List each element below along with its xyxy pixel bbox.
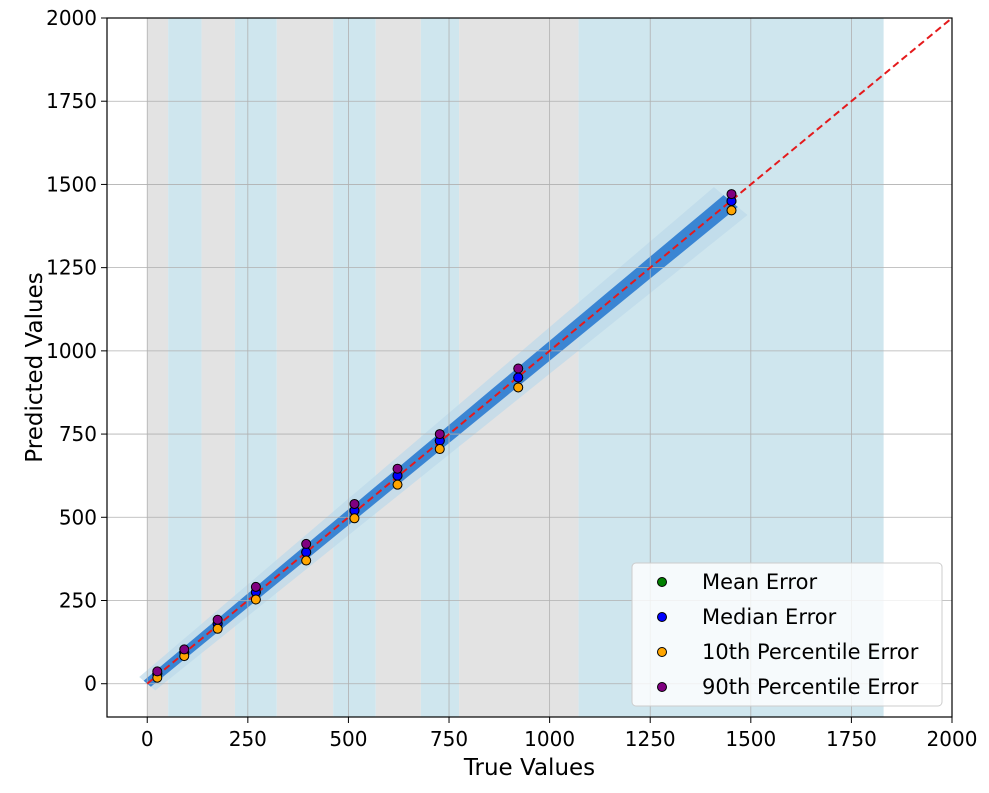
legend-label: 10th Percentile Error <box>702 640 919 664</box>
background-band <box>276 18 334 717</box>
data-point <box>726 205 737 216</box>
data-point <box>349 513 360 524</box>
y-axis-label: Predicted Values <box>22 272 48 462</box>
y-tick-label: 1500 <box>46 172 97 196</box>
data-point <box>349 498 360 509</box>
data-point <box>301 555 312 566</box>
legend-label: Median Error <box>702 605 837 629</box>
x-tick-label: 2000 <box>927 727 978 751</box>
x-tick-label: 1250 <box>625 727 676 751</box>
y-tick-label: 1750 <box>46 89 97 113</box>
x-tick-label: 1000 <box>524 727 575 751</box>
legend-item: 10th Percentile Error <box>657 640 919 664</box>
background-band <box>168 18 202 717</box>
x-tick-label: 1500 <box>725 727 776 751</box>
data-point <box>513 363 524 374</box>
x-tick-label: 750 <box>430 727 468 751</box>
error-points <box>152 189 737 683</box>
x-tick-label: 1750 <box>826 727 877 751</box>
data-point <box>179 644 190 655</box>
legend-item: Mean Error <box>657 570 817 594</box>
legend-marker <box>657 577 667 587</box>
legend-box <box>631 562 943 707</box>
legend: Mean Error Median Error 10th Percentile Er… <box>631 562 943 707</box>
legend-marker <box>657 612 667 622</box>
y-tick-label: 1250 <box>46 256 97 280</box>
legend-item: Median Error <box>657 605 837 629</box>
y-tick-label: 1000 <box>46 339 97 363</box>
y-tick-label: 2000 <box>46 6 97 30</box>
legend-label: 90th Percentile Error <box>702 675 919 699</box>
data-point <box>212 614 223 625</box>
plot-frame <box>106 17 953 718</box>
y-tick-label: 250 <box>59 589 97 613</box>
x-tick-label: 250 <box>229 727 267 751</box>
data-point <box>250 581 261 592</box>
legend-marker <box>657 647 667 657</box>
identity-line <box>146 18 952 685</box>
y-tick-label: 500 <box>59 505 97 529</box>
background-band <box>420 18 460 717</box>
x-axis-label: True Values <box>463 755 595 781</box>
x-tick-label: 500 <box>329 727 367 751</box>
legend-item: 90th Percentile Error <box>657 675 919 699</box>
series-90th-percentile-error <box>152 189 737 677</box>
data-point <box>434 444 445 455</box>
data-point <box>513 372 524 383</box>
legend-label: Mean Error <box>702 570 817 594</box>
background-band <box>147 18 169 717</box>
data-point <box>434 429 445 440</box>
data-point <box>392 463 403 474</box>
identity-line-group <box>146 18 952 685</box>
series-10th-percentile-error <box>152 205 737 683</box>
data-point <box>152 666 163 677</box>
data-point <box>301 547 312 558</box>
data-point <box>392 479 403 490</box>
background-band <box>375 18 421 717</box>
x-tick-label: 0 <box>141 727 154 751</box>
axis-ticks: 0 250 500 750 1000 1250 1500 1750 2000 0 250 500 750… <box>46 6 977 751</box>
legend-marker <box>657 682 667 692</box>
background-band <box>333 18 376 717</box>
plot-border <box>106 17 953 718</box>
data-point <box>726 189 737 200</box>
data-point <box>301 538 312 549</box>
y-tick-label: 0 <box>84 672 97 696</box>
data-point <box>513 382 524 393</box>
y-tick-label: 750 <box>59 422 97 446</box>
data-point <box>212 623 223 634</box>
data-point <box>250 594 261 605</box>
